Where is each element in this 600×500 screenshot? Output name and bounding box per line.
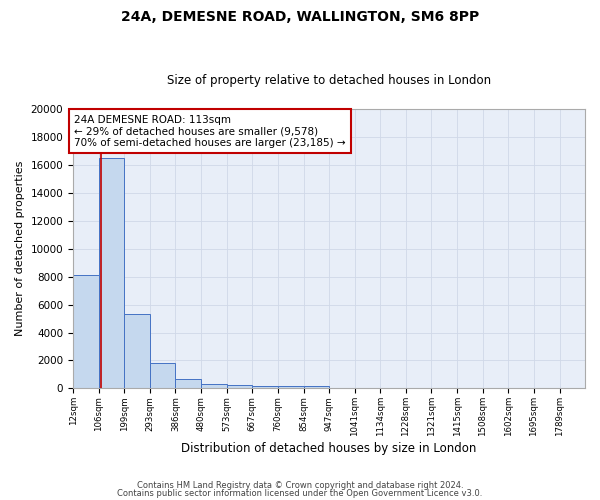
Bar bbox=[201, 384, 227, 388]
Bar bbox=[99, 158, 124, 388]
Bar bbox=[278, 386, 304, 388]
Text: 24A, DEMESNE ROAD, WALLINGTON, SM6 8PP: 24A, DEMESNE ROAD, WALLINGTON, SM6 8PP bbox=[121, 10, 479, 24]
Bar bbox=[304, 386, 329, 388]
Bar bbox=[227, 385, 253, 388]
Bar bbox=[175, 378, 201, 388]
Text: Contains public sector information licensed under the Open Government Licence v3: Contains public sector information licen… bbox=[118, 488, 482, 498]
Y-axis label: Number of detached properties: Number of detached properties bbox=[15, 161, 25, 336]
X-axis label: Distribution of detached houses by size in London: Distribution of detached houses by size … bbox=[181, 442, 477, 455]
Text: Contains HM Land Registry data © Crown copyright and database right 2024.: Contains HM Land Registry data © Crown c… bbox=[137, 481, 463, 490]
Title: Size of property relative to detached houses in London: Size of property relative to detached ho… bbox=[167, 74, 491, 87]
Bar bbox=[73, 276, 99, 388]
Bar bbox=[124, 314, 150, 388]
Bar bbox=[150, 362, 175, 388]
Text: 24A DEMESNE ROAD: 113sqm
← 29% of detached houses are smaller (9,578)
70% of sem: 24A DEMESNE ROAD: 113sqm ← 29% of detach… bbox=[74, 114, 346, 148]
Bar bbox=[253, 386, 278, 388]
